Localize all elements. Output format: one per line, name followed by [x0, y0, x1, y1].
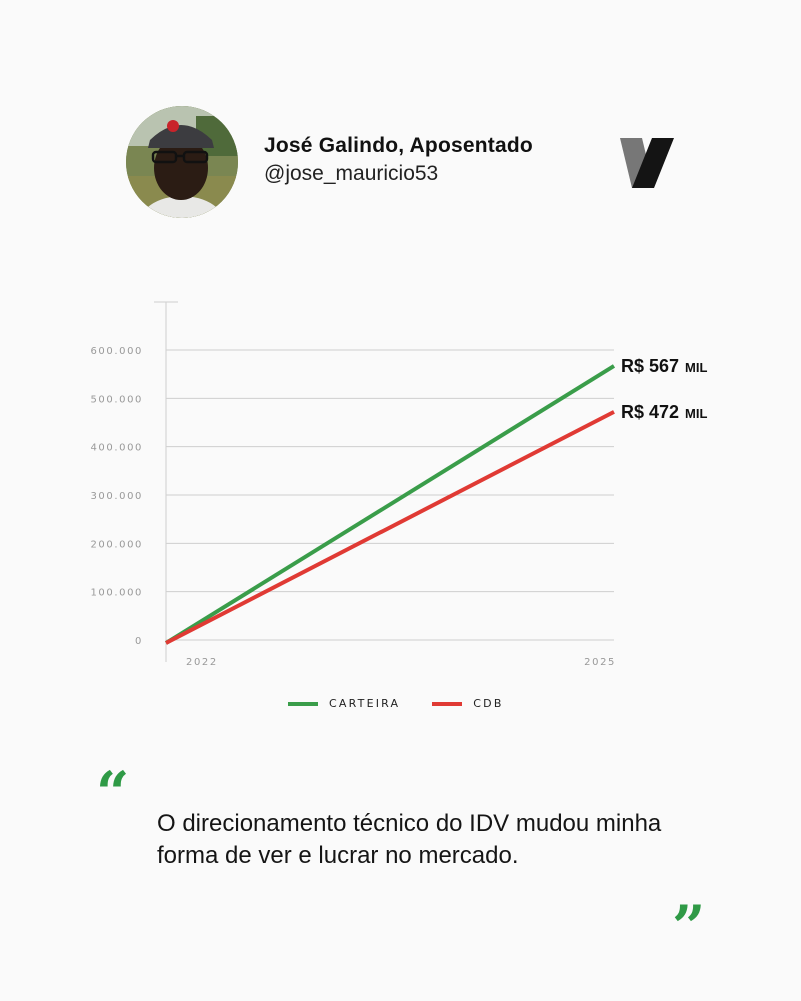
x-tick-label: 2022 [186, 657, 218, 668]
y-tick-label: 400.000 [90, 443, 143, 454]
x-tick-label: 2025 [584, 657, 616, 668]
end-label-carteira: R$ 567 MIL [621, 356, 707, 376]
series-line-cdb [165, 410, 615, 645]
legend-label-carteira: CARTEIRA [329, 697, 401, 710]
y-tick-label: 600.000 [90, 346, 143, 357]
y-tick-label: 300.000 [90, 491, 143, 502]
legend-item-cdb: CDB [432, 697, 503, 710]
legend-label-cdb: CDB [473, 697, 504, 710]
legend-swatch-carteira [288, 701, 318, 706]
chart-legend: CARTEIRA CDB [288, 697, 536, 710]
legend-item-carteira: CARTEIRA [288, 697, 400, 710]
author-name: José Galindo, Aposentado [264, 134, 533, 157]
y-tick-label: 500.000 [90, 394, 143, 405]
quote-open-mark: “ [96, 759, 130, 827]
y-tick-label: 0 [135, 636, 143, 647]
series-line-carteira [164, 364, 616, 645]
testimonial-quote: O direcionamento técnico do IDV mudou mi… [157, 810, 662, 869]
end-label-cdb: R$ 472 MIL [621, 402, 707, 422]
y-tick-label: 200.000 [90, 539, 143, 550]
line-chart: 0 100.000 200.000 300.000 400.000 500.000 600.… [90, 301, 707, 668]
brand-logo-icon [620, 138, 674, 188]
author-handle: @jose_mauricio53 [264, 162, 439, 185]
legend-swatch-cdb [432, 701, 463, 706]
quote-close-mark: ” [672, 893, 706, 961]
y-tick-label: 100.000 [90, 588, 143, 599]
